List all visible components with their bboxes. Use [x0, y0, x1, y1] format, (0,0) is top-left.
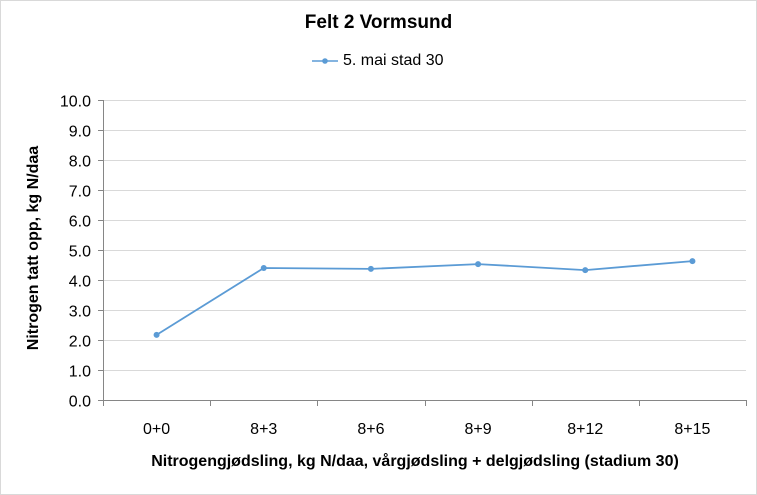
- data-point-marker: [260, 265, 267, 271]
- x-tick-label: 8+3: [250, 421, 277, 438]
- gridlines: [103, 100, 746, 371]
- y-tick-label: 6.0: [69, 214, 91, 231]
- y-tick-labels: 0.0 1.0 2.0 3.0 4.0 5.0 6.0 7.0 8.0 9.0 10.0: [60, 94, 91, 411]
- x-tick-label: 8+6: [357, 421, 384, 438]
- y-tick-label: 5.0: [69, 244, 91, 261]
- y-tick-label: 2.0: [69, 334, 91, 351]
- y-tick-label: 7.0: [69, 184, 91, 201]
- y-tick-label: 8.0: [69, 154, 91, 171]
- x-axis-title: Nitrogengjødsling, kg N/daa, vårgjødslin…: [151, 453, 679, 470]
- y-tick-label: 1.0: [69, 364, 91, 381]
- x-tick-label: 8+9: [465, 421, 492, 438]
- data-point-marker: [689, 258, 696, 265]
- x-tick-label: 8+12: [567, 421, 603, 438]
- y-tick-label: 3.0: [69, 304, 91, 321]
- y-tick-label: 4.0: [69, 274, 91, 291]
- x-tick-labels: 0+0 8+3 8+6 8+9 8+12 8+15: [143, 421, 711, 438]
- axes: [98, 100, 747, 406]
- data-point-marker: [582, 267, 589, 274]
- x-tick-label: 8+15: [674, 421, 710, 438]
- data-point-marker: [475, 261, 482, 268]
- chart-title: Felt 2 Vormsund: [304, 12, 453, 33]
- legend-label: 5. mai stad 30: [343, 52, 444, 69]
- legend: 5. mai stad 30: [310, 51, 444, 71]
- legend-line-marker-icon: [312, 58, 338, 64]
- data-point-marker: [367, 265, 374, 272]
- series-line: [156, 260, 693, 336]
- data-series: [153, 258, 696, 338]
- y-axis-title: Nitrogen tatt opp, kg N/daa: [25, 145, 42, 351]
- data-point-marker: [153, 331, 160, 338]
- y-tick-label: 9.0: [69, 124, 91, 141]
- y-tick-label: 10.0: [60, 94, 91, 111]
- y-tick-label: 0.0: [69, 394, 91, 411]
- x-tick-label: 0+0: [143, 421, 170, 438]
